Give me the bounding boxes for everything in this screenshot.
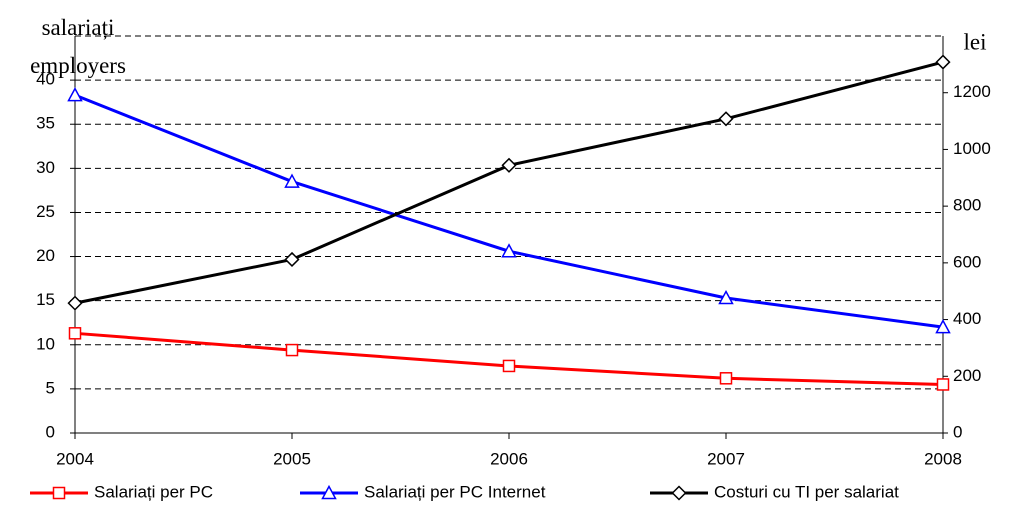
marker — [52, 486, 66, 500]
y-tick-label: 25 — [36, 202, 55, 221]
series-line — [74, 331, 944, 386]
marker — [718, 289, 734, 305]
series-line — [74, 60, 944, 305]
legend-label: Salariați per PC Internet — [364, 482, 546, 501]
y-tick-label: 20 — [36, 246, 55, 265]
marker — [501, 243, 517, 258]
y-tick-label: 40 — [36, 70, 55, 89]
marker — [321, 484, 337, 500]
series-line — [74, 93, 944, 329]
marker — [501, 157, 517, 173]
marker — [935, 319, 951, 334]
y2-tick-label: 1000 — [953, 139, 991, 158]
y-tick-label: 35 — [36, 114, 55, 133]
y-tick-label: 30 — [36, 158, 55, 177]
x-tick-label: 2008 — [924, 449, 962, 468]
y2-tick-label: 200 — [953, 366, 981, 385]
y2-tick-label: 0 — [953, 422, 962, 441]
x-tick-label: 2004 — [56, 449, 94, 468]
legend-label: Salariați per PC — [94, 482, 213, 501]
marker — [67, 295, 83, 311]
marker — [284, 173, 300, 188]
y2-tick-label: 1200 — [953, 82, 991, 101]
marker — [718, 111, 734, 127]
y-tick-label: 15 — [36, 290, 55, 309]
x-tick-label: 2005 — [273, 449, 311, 468]
y-tick-label: 10 — [36, 334, 55, 353]
marker — [68, 327, 82, 340]
y2-tick-label: 800 — [953, 196, 981, 215]
y-tick-label: 0 — [46, 422, 55, 441]
marker — [719, 372, 733, 385]
marker — [935, 54, 951, 70]
y2-tick-label: 600 — [953, 252, 981, 271]
marker — [936, 378, 950, 391]
x-tick-label: 2006 — [490, 449, 528, 468]
marker — [671, 485, 687, 501]
marker — [502, 359, 516, 373]
y2-axis-title: lei — [964, 29, 987, 54]
x-tick-label: 2007 — [707, 449, 745, 468]
marker — [284, 251, 300, 268]
marker — [67, 87, 83, 102]
marker — [285, 343, 299, 357]
y-tick-label: 5 — [46, 378, 55, 397]
y2-tick-label: 400 — [953, 309, 981, 328]
legend-label: Costuri cu TI per salariat — [714, 482, 899, 501]
y-axis-title: salariați employers — [30, 15, 126, 78]
